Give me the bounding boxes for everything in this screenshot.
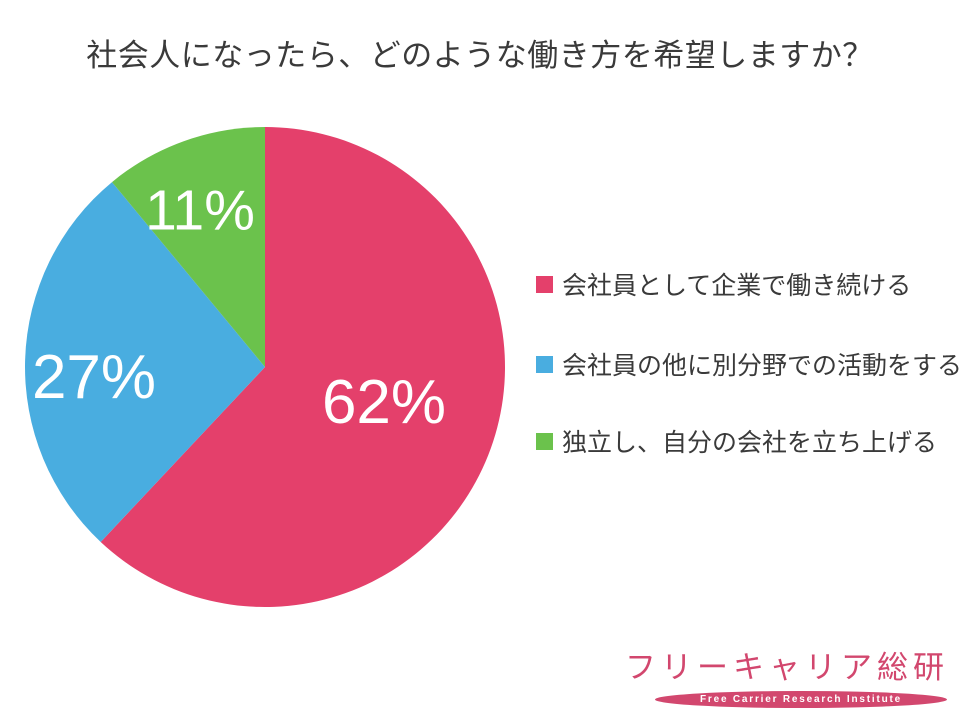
legend-swatch-1 [536, 275, 553, 293]
legend-label-3: 独立し、自分の会社を立ち上げる [562, 429, 938, 457]
legend-item-3: 独立し、自分の会社を立ち上げる [536, 423, 937, 459]
legend-item-2: 会社員の他に別分野での活動をする [536, 346, 960, 382]
pie-data-label-2: 27% [31, 343, 157, 412]
legend-swatch-2 [536, 355, 553, 373]
legend: 会社員として企業で働き続ける 会社員の他に別分野での活動をする 独立し、自分の会… [536, 0, 960, 720]
pie-slice-1 [100, 127, 506, 607]
logo-capsule: Free Carrier Research Institute [655, 691, 947, 708]
legend-item-1: 会社員として企業で働き続ける [536, 266, 911, 302]
pie-slice-3 [112, 127, 266, 367]
pie-slice-2 [25, 182, 266, 542]
pie-chart [20, 122, 510, 612]
legend-label-2: 会社員の他に別分野での活動をする [562, 352, 960, 380]
logo-subtitle: Free Carrier Research Institute [700, 694, 902, 705]
logo-name: フリーキャリア総研 [625, 650, 949, 685]
pie-chart-svg [25, 127, 506, 607]
chart-title: 社会人になったら、どのような働き方を希望しますか？ [86, 38, 874, 73]
legend-swatch-3 [536, 432, 553, 450]
pie-data-label-1: 62% [321, 368, 447, 437]
pie-data-label-3: 11% [145, 178, 255, 243]
legend-label-1: 会社員として企業で働き続ける [562, 272, 912, 300]
